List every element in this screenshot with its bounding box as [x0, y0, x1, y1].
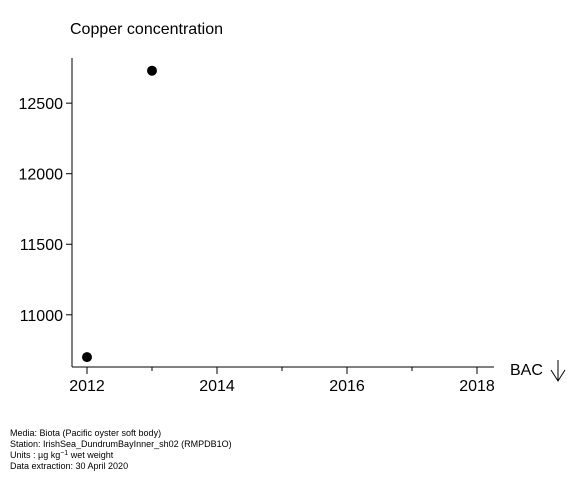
extraction-note: Data extraction: 30 April 2020	[10, 461, 129, 471]
down-arrow-icon	[550, 360, 566, 382]
y-tick-label: 11000	[20, 308, 63, 325]
data-points	[82, 65, 157, 363]
data-point	[82, 352, 92, 363]
y-tick-label: 11500	[20, 237, 63, 254]
chart-canvas: Copper concentration 11000 11500 12000 1250…	[19, 21, 566, 395]
chart-title: Copper concentration	[70, 21, 223, 38]
x-tick-label: 2012	[69, 378, 105, 395]
x-tick-label: 2014	[199, 378, 235, 395]
station-note: Station: IrishSea_DundrumBayInner_sh02 (…	[10, 439, 232, 449]
x-axis-ticks: 2012 2014 2016 2018	[69, 367, 495, 395]
y-tick-label: 12500	[19, 96, 64, 113]
media-note: Media: Biota (Pacific oyster soft body)	[10, 428, 162, 438]
x-tick-label: 2018	[459, 378, 495, 395]
y-tick-label: 12000	[19, 167, 64, 184]
bac-label: BAC	[510, 362, 543, 379]
data-point	[147, 65, 157, 76]
y-axis-ticks: 11000 11500 12000 12500	[19, 96, 72, 325]
units-note: Units : µg kg−1 wet weight	[10, 450, 114, 460]
x-tick-label: 2016	[329, 378, 365, 395]
chart-footer: Media: Biota (Pacific oyster soft body) …	[10, 428, 232, 472]
